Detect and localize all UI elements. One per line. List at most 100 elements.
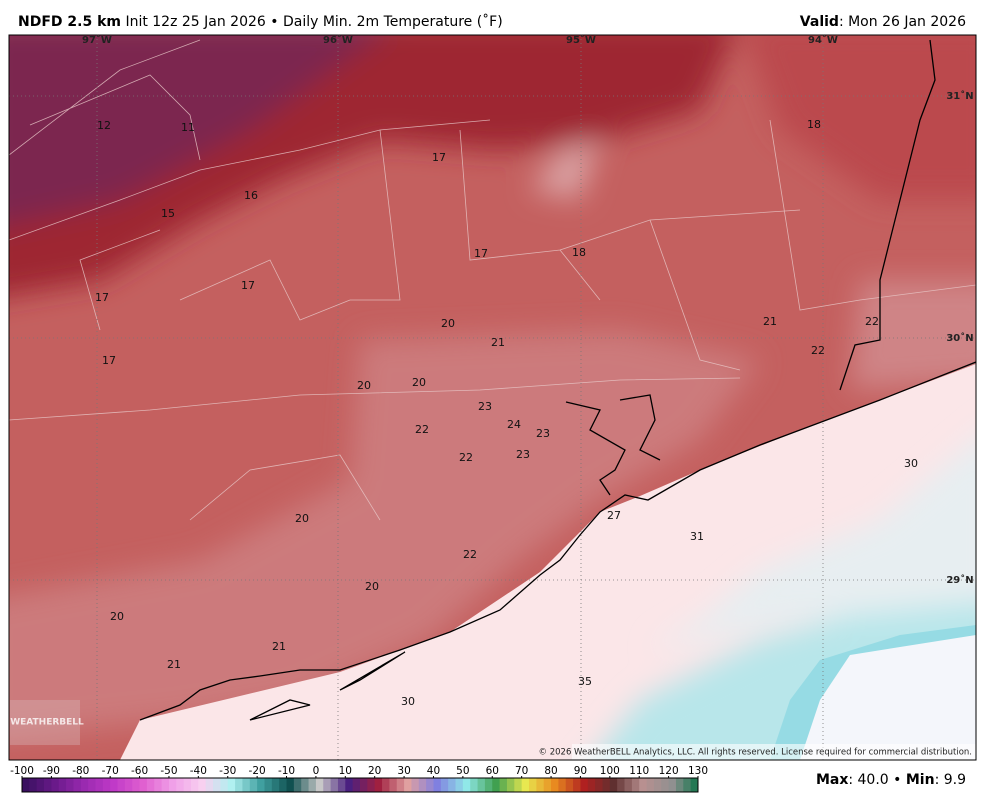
station-value: 17 — [102, 354, 116, 367]
colorbar-segment — [58, 778, 67, 792]
colorbar-segment — [66, 778, 74, 792]
station-value: 20 — [295, 512, 309, 525]
colorbar-segment — [36, 778, 45, 792]
longitude-label: 95˚W — [566, 34, 596, 46]
colorbar-segment — [653, 778, 662, 792]
max-value: : 40.0 • — [848, 772, 906, 788]
colorbar-label: -60 — [131, 765, 148, 777]
colorbar-segment — [51, 778, 60, 792]
colorbar-segment — [102, 778, 111, 792]
station-value: 12 — [97, 119, 111, 132]
station-value: 30 — [401, 695, 415, 708]
colorbar-segment — [110, 778, 119, 792]
colorbar-label: -50 — [160, 765, 177, 777]
colorbar-segment — [536, 778, 545, 792]
colorbar-segment — [22, 778, 30, 792]
colorbar-label: -70 — [102, 765, 119, 777]
station-value: 16 — [244, 189, 258, 202]
graticule — [9, 35, 976, 760]
station-value: 23 — [478, 400, 492, 413]
min-value: : 9.9 — [935, 772, 966, 788]
title-text: NDFD 2.5 km — [18, 14, 121, 30]
colorbar-segment — [146, 778, 155, 792]
station-value: 17 — [432, 151, 446, 164]
station-value: 21 — [491, 336, 505, 349]
colorbar-label: -40 — [190, 765, 207, 777]
colorbar-segment — [176, 778, 185, 792]
max-label: Max — [816, 772, 848, 788]
colorbar-segment — [323, 778, 332, 792]
watermark: WEATHERBELL — [10, 718, 84, 728]
map-field: WEATHERBELL 12 11 17 18 16 15 17 18 17 17 17 20 21 21… — [9, 35, 976, 760]
valid-date: : Mon 26 Jan 2026 — [839, 14, 966, 30]
colorbar-segment — [139, 778, 148, 792]
colorbar-segment — [499, 778, 508, 792]
colorbar-segment — [257, 778, 265, 792]
valid-label: Valid — [800, 14, 839, 30]
colorbar-segment — [529, 778, 537, 792]
colorbar-segment — [587, 778, 596, 792]
colorbar-segment — [88, 778, 96, 792]
colorbar-label: 110 — [629, 765, 649, 777]
colorbar-segment — [543, 778, 552, 792]
colorbar-segment — [661, 778, 670, 792]
colorbar-label: 120 — [659, 765, 679, 777]
colorbar-frame — [21, 777, 699, 793]
colorbar-segment — [44, 778, 52, 792]
station-value: 20 — [441, 317, 455, 330]
colorbar-segment — [374, 778, 383, 792]
colorbar-label: 0 — [313, 765, 320, 777]
colorbar-segment — [609, 778, 618, 792]
stats: Max: 40.0 • Min: 9.9 — [816, 772, 966, 788]
colorbar-segment — [602, 778, 611, 792]
map-frame — [8, 34, 977, 761]
colorbar-segment — [80, 778, 89, 792]
station-value: 24 — [507, 418, 521, 431]
colorbar-segment — [315, 778, 324, 792]
colorbar-segment — [117, 778, 126, 792]
station-value: 35 — [578, 675, 592, 688]
colorbar-label: -90 — [43, 765, 60, 777]
colorbar-label: -30 — [219, 765, 236, 777]
colorbar-label: 130 — [688, 765, 708, 777]
colorbar-label: -20 — [249, 765, 266, 777]
station-value: 22 — [415, 423, 429, 436]
station-value: 27 — [607, 509, 621, 522]
colorbar-segment — [492, 778, 501, 792]
longitude-label: 96˚W — [323, 34, 353, 46]
station-value: 17 — [95, 291, 109, 304]
colorbar-segment — [235, 778, 243, 792]
colorbar-segment — [514, 778, 523, 792]
station-value: 20 — [365, 580, 379, 593]
colorbar-segment — [404, 778, 412, 792]
colorbar-segment — [124, 778, 133, 792]
station-value: 30 — [904, 457, 918, 470]
colorbar-segment — [433, 778, 442, 792]
colorbar-segment — [551, 778, 559, 792]
colorbar-segment — [293, 778, 302, 792]
colorbar-segment — [418, 778, 427, 792]
colorbar-segment — [595, 778, 603, 792]
station-value: 18 — [572, 246, 586, 259]
colorbar-label: 50 — [456, 765, 469, 777]
colorbar-segment — [440, 778, 449, 792]
colorbar-segment — [411, 778, 420, 792]
station-value: 23 — [536, 427, 550, 440]
colorbar-segment — [161, 778, 170, 792]
colorbar-label: 10 — [339, 765, 352, 777]
colorbar-segment — [95, 778, 104, 792]
colorbar-segment — [220, 778, 229, 792]
station-value: 22 — [459, 451, 473, 464]
copyright: © 2026 WeatherBELL Analytics, LLC. All r… — [539, 748, 972, 758]
colorbar-segment — [191, 778, 199, 792]
colorbar-segment — [448, 778, 457, 792]
colorbar-segment — [484, 778, 493, 792]
station-value: 31 — [690, 530, 704, 543]
colorbar-segment — [308, 778, 317, 792]
station-value: 21 — [167, 658, 181, 671]
colorbar-segment — [330, 778, 339, 792]
colorbar-segment — [301, 778, 310, 792]
station-value: 21 — [763, 315, 777, 328]
station-value: 20 — [110, 610, 124, 623]
